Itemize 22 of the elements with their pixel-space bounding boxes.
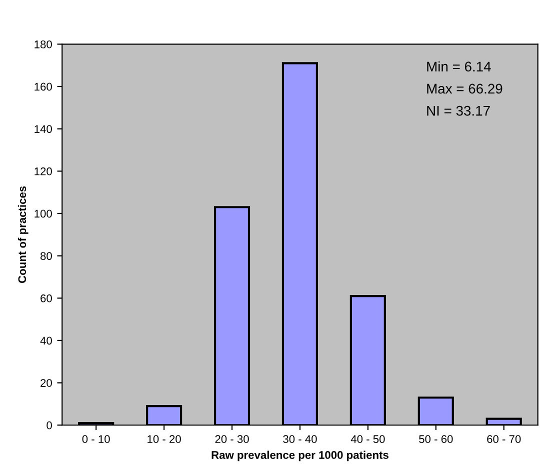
annotation: Max = 66.29: [427, 84, 502, 94]
y-tick-label: 140: [34, 125, 52, 133]
y-tick-label: 180: [34, 40, 52, 48]
x-tick-label: 0 - 10: [82, 435, 110, 444]
x-tick-label: 20 - 30: [215, 435, 249, 444]
y-tick-label: 40: [40, 336, 52, 345]
y-axis-title: Count of practices: [18, 186, 28, 283]
x-tick-label: 30 - 40: [283, 435, 317, 444]
x-tick-label: 40 - 50: [350, 435, 385, 444]
annotation: Min = 6.14: [427, 61, 491, 72]
y-tick-label: 0: [46, 421, 52, 430]
y-tick-label: 20: [40, 379, 52, 387]
y-tick-label: 80: [40, 252, 52, 260]
x-tick-label: 60 - 70: [487, 435, 521, 444]
y-tick-label: 120: [34, 167, 52, 176]
annotation: NI = 33.17: [427, 106, 490, 116]
y-tick-label: 60: [40, 294, 52, 302]
x-tick-label: 50 - 60: [419, 435, 453, 444]
y-tick-label: 100: [34, 210, 52, 218]
y-tick-label: 160: [34, 82, 52, 91]
x-tick-label: 10 - 20: [148, 435, 181, 444]
x-axis-title: Raw prevalence per 1000 patients: [212, 450, 388, 462]
